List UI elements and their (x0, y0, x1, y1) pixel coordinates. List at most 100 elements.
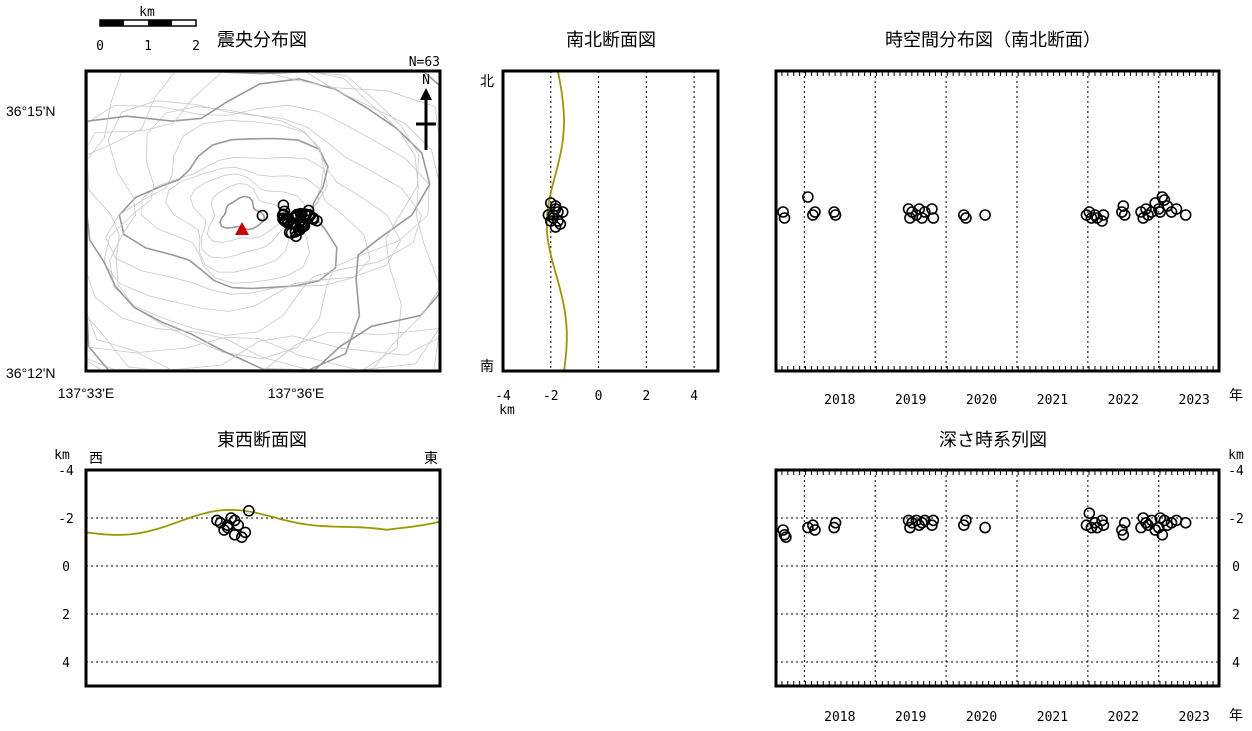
contour-line (190, 173, 306, 259)
ts-point (1083, 206, 1096, 218)
dt-point (979, 521, 991, 534)
ns-north-label: 北 (480, 74, 494, 90)
ts-point (919, 206, 931, 218)
year-label: 2018 (824, 393, 855, 408)
dt-year-labels: 2018 2019 2020 2021 2022 2023 (824, 710, 1210, 725)
ns-point (556, 206, 569, 218)
ew-west-label: 西 (89, 451, 103, 467)
ew-point (235, 531, 248, 544)
dt-point (829, 516, 842, 529)
ts-point (1142, 209, 1154, 221)
ew-y-ticks: -4 -2 0 2 4 (58, 464, 74, 671)
scalebar-label-2: 2 (192, 39, 200, 54)
dt-point (1156, 528, 1169, 541)
ts-point (960, 212, 972, 224)
ew-y-tick-label: 2 (62, 608, 70, 623)
depth-time-panel: 深さ時系列図 km 2018 2019 2020 2021 2022 2023 -4 -2 0… (774, 430, 1244, 725)
ts-point (1170, 203, 1183, 215)
event-count-label: N=63 (409, 55, 440, 70)
year-label: 2020 (966, 710, 997, 725)
ew-gridlines (86, 517, 440, 663)
ts-point (979, 209, 991, 221)
ts-point (1118, 209, 1131, 221)
ts-point (1097, 209, 1110, 221)
dt-point (777, 524, 789, 536)
ns-x-tick-label: 0 (595, 389, 603, 404)
contour-line (103, 106, 401, 312)
contour-line (86, 104, 430, 360)
ew-section-title: 東西断面図 (217, 430, 307, 451)
year-label: 2023 (1179, 710, 1210, 725)
contour-line (141, 156, 328, 284)
ew-point (211, 514, 223, 527)
epicenter-map-panel: 震央分布図 N=63 N 36°15'N 36°12'N 137°33'E 13… (6, 30, 442, 401)
ts-point (927, 212, 940, 224)
dt-point (960, 514, 972, 527)
epicenter-point (296, 219, 308, 232)
ts-point (809, 206, 821, 218)
ew-point (221, 519, 234, 532)
ts-x-unit: 年 (1229, 388, 1243, 404)
ts-gridlines (803, 71, 1160, 371)
ew-section-frame (84, 468, 442, 688)
epicenter-map-frame (84, 69, 442, 373)
contour-line (165, 166, 320, 273)
dt-point (780, 531, 792, 544)
dt-point (1118, 516, 1131, 529)
ns-points (542, 197, 569, 233)
ns-point (544, 197, 557, 209)
ns-section-title: 南北断面図 (566, 30, 656, 51)
dt-y-tick-label: 2 (1232, 608, 1240, 623)
dt-point (809, 524, 821, 536)
lon-tick-label-right: 137°36'E (268, 385, 325, 401)
ew-y-tick-label: 4 (62, 656, 70, 671)
north-arrow-icon: N (416, 73, 436, 150)
epicenter-point (256, 209, 269, 222)
ts-point (778, 212, 791, 224)
ew-y-tick-label: 0 (62, 560, 70, 575)
ns-section-panel: 南北断面図 北 南 -4 -2 0 2 4 km (480, 30, 720, 418)
ew-y-tick-label: -4 (58, 464, 74, 479)
ts-point (829, 209, 842, 221)
ns-x-tick-label: 2 (642, 389, 650, 404)
dt-x-unit: 年 (1229, 708, 1243, 724)
ew-point (228, 528, 241, 541)
epicenter-map-title: 震央分布図 (217, 30, 307, 51)
year-label: 2021 (1037, 710, 1068, 725)
ew-y-tick-label: -2 (58, 512, 74, 527)
dt-y-tick-label: 4 (1232, 656, 1240, 671)
year-label: 2023 (1179, 393, 1210, 408)
lat-tick-label-bottom: 36°12'N (6, 365, 56, 381)
ns-gridlines (550, 71, 695, 371)
depth-time-title: 深さ時系列図 (939, 430, 1047, 451)
ts-point (1154, 206, 1166, 218)
year-label: 2018 (824, 710, 855, 725)
ts-point (904, 212, 916, 224)
ns-x-unit: km (499, 403, 515, 418)
year-label: 2022 (1108, 710, 1139, 725)
ts-point (1179, 209, 1192, 221)
ns-point (549, 221, 562, 233)
dt-y-unit: km (1228, 448, 1244, 463)
ts-point (1096, 215, 1108, 227)
year-label: 2019 (895, 710, 926, 725)
dt-point (828, 521, 840, 534)
ns-x-tick-label: -2 (543, 389, 559, 404)
year-label: 2019 (895, 393, 926, 408)
scale-bar: km 0 1 2 (96, 5, 200, 54)
dt-point (1179, 516, 1192, 529)
scalebar-label-1: 1 (144, 39, 152, 54)
ts-point (777, 206, 789, 218)
scalebar-unit: km (139, 5, 155, 20)
lon-tick-label-left: 137°33'E (58, 385, 115, 401)
dt-point (1097, 519, 1110, 532)
dt-y-ticks: -4 -2 0 2 4 (1228, 464, 1244, 671)
epicenter-point (277, 208, 290, 221)
ns-point (542, 209, 555, 221)
dt-points (777, 507, 1192, 544)
ts-minor-ticks (775, 71, 1220, 371)
ew-east-label: 東 (424, 451, 438, 467)
ts-point (1156, 191, 1169, 203)
time-space-frame (774, 69, 1221, 373)
